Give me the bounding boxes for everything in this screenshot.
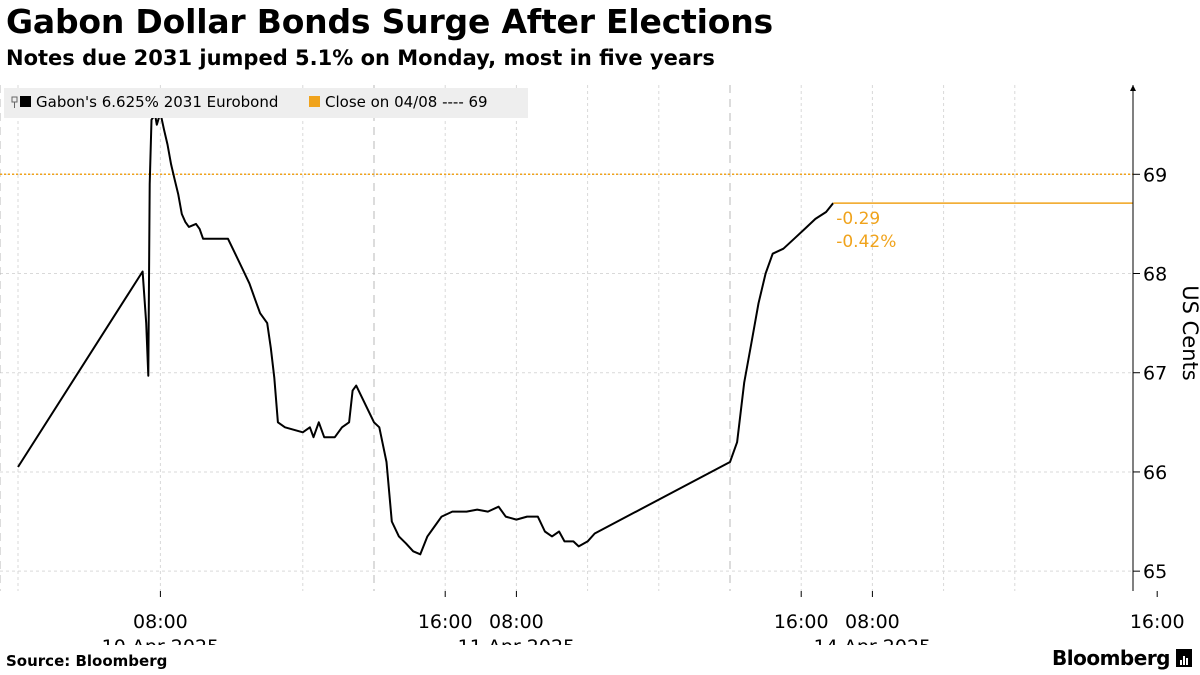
y-tick-label: 65 — [1143, 561, 1167, 583]
last-change-pct: -0.42% — [836, 232, 896, 252]
x-tick-label-time: 16:00 — [774, 611, 829, 633]
legend-label-series: Gabon's 6.625% 2031 Eurobond — [36, 93, 278, 111]
x-tick-label-date: 14 Apr 2025 — [814, 636, 931, 645]
price-chart: -0.29 -0.42% 65 66 67 68 69 US Cents 08:00 10… — [0, 85, 1200, 645]
legend-swatch-series — [20, 96, 31, 107]
y-axis-arrow-icon — [1130, 85, 1136, 91]
last-change-abs: -0.29 — [836, 209, 880, 229]
day-separators — [0, 85, 731, 591]
y-tick-label: 68 — [1143, 264, 1167, 286]
x-tick-label-time: 16:00 — [1130, 611, 1185, 633]
x-tick-label-time: 08:00 — [845, 611, 900, 633]
series-line-gabon-2031 — [17, 111, 834, 556]
chart-subtitle: Notes due 2031 jumped 5.1% on Monday, mo… — [6, 46, 715, 70]
vertical-gridlines — [17, 85, 1016, 591]
legend-swatch-reference — [309, 96, 320, 107]
x-axis-labels: 08:00 10 Apr 2025 16:00 08:00 11 Apr 2025 16:… — [102, 591, 1185, 645]
source-note: Source: Bloomberg — [6, 652, 168, 670]
legend-label-reference: Close on 04/08 ---- 69 — [325, 93, 488, 111]
y-axis-title: US Cents — [1178, 285, 1200, 380]
y-tick-label: 69 — [1143, 164, 1167, 186]
logo-wordmark: Bloomberg — [1052, 646, 1170, 670]
x-tick-label-date: 10 Apr 2025 — [102, 636, 219, 645]
legend-background — [4, 88, 528, 118]
y-tick-label: 66 — [1143, 462, 1167, 484]
chart-title: Gabon Dollar Bonds Surge After Elections — [6, 2, 773, 41]
legend: Gabon's 6.625% 2031 Eurobond Close on 04… — [4, 88, 528, 118]
horizontal-gridlines — [0, 173, 1133, 572]
bloomberg-bars-icon — [1176, 649, 1192, 667]
legend-toggle-icon[interactable] — [11, 96, 18, 108]
bloomberg-logo: Bloomberg — [1052, 646, 1192, 670]
y-axis-ticks: 65 66 67 68 69 — [1133, 164, 1167, 583]
x-tick-label-time: 08:00 — [489, 611, 544, 633]
x-tick-label-time: 16:00 — [418, 611, 473, 633]
x-tick-label-time: 08:00 — [133, 611, 188, 633]
x-tick-label-date: 11 Apr 2025 — [458, 636, 575, 645]
y-tick-label: 67 — [1143, 363, 1167, 385]
